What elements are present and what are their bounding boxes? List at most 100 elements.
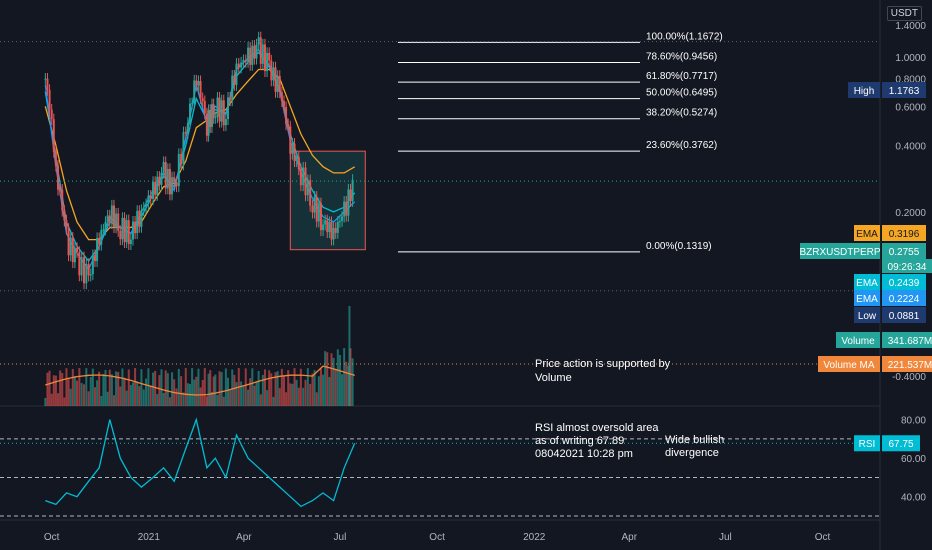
candle-body [76, 247, 79, 252]
badge-label: EMA [856, 278, 878, 289]
time-tick-label: 2021 [138, 532, 161, 543]
candle-body [110, 205, 113, 224]
consolidation-box[interactable] [289, 150, 366, 251]
candle-body [89, 274, 92, 276]
countdown-box [882, 259, 932, 273]
candle-body [313, 196, 316, 213]
volume-bar [76, 380, 79, 406]
volume-bar [216, 394, 219, 406]
candle-body [91, 255, 94, 275]
candle-body [160, 172, 163, 185]
volume-bars [44, 306, 355, 406]
candle-body [231, 75, 234, 101]
candle-body [123, 217, 126, 243]
volume-bar [255, 381, 258, 406]
volume-bar [156, 394, 159, 406]
candle-body [121, 217, 124, 240]
fib-level-label: 0.00%(0.1319) [646, 241, 712, 252]
volume-bar [233, 374, 236, 406]
badge-label: Volume MA [823, 360, 874, 371]
candle-body [282, 101, 285, 108]
candle-body [186, 122, 189, 133]
candle-body [136, 210, 139, 234]
candle-body [112, 205, 115, 228]
volume-bar [193, 379, 196, 406]
candle-body [108, 215, 111, 224]
time-tick-label: Oct [429, 532, 445, 543]
candle-body [311, 205, 314, 213]
volume-bar [257, 370, 260, 406]
candle-body [145, 204, 148, 208]
volume-bar [168, 397, 171, 406]
time-tick-label: Jul [334, 532, 347, 543]
volume-bar [117, 371, 120, 406]
volume-bar [203, 368, 206, 406]
candle-body [98, 237, 101, 245]
volume-bar [115, 371, 118, 406]
candle-body [278, 75, 281, 93]
badge-label-box [854, 435, 880, 452]
candle-body [289, 126, 292, 154]
fib-level-label: 38.20%(0.5274) [646, 108, 717, 119]
volume-bar [147, 368, 150, 406]
candle-body [304, 167, 307, 196]
candle-body [180, 153, 183, 165]
volume-bar [164, 370, 167, 406]
candle-body [276, 75, 279, 92]
candle-body [317, 203, 320, 222]
volume-bar [121, 368, 124, 406]
badge-value: 1.1763 [889, 86, 920, 97]
volume-badge: Volume 341.687M [836, 332, 932, 348]
volume-bar [328, 377, 331, 406]
price-tick-label: 0.8000 [895, 75, 926, 86]
currency-unit-label[interactable]: USDT [886, 6, 922, 21]
volume-bar [69, 388, 72, 406]
rsi-badge: RSI 67.75 [854, 435, 920, 452]
candle-body [201, 98, 204, 102]
ema-fast-badge: EMA 0.2224 [854, 290, 926, 306]
volume-bar [280, 368, 283, 406]
volume-bar [348, 306, 351, 406]
volume-bar [67, 379, 70, 406]
volume-bar [162, 393, 165, 406]
candle-body [270, 60, 273, 81]
candle-body [237, 63, 240, 68]
volume-bar [231, 369, 234, 406]
candle-body [328, 222, 331, 233]
badge-value-box [882, 82, 926, 98]
badge-value-box [882, 435, 920, 452]
candle-body [285, 107, 288, 125]
candle-body [166, 168, 169, 189]
candle-body [351, 179, 354, 201]
hidden-price-tick: -0.4000 [892, 372, 926, 383]
candle-body [59, 189, 62, 191]
volume-bar [91, 368, 94, 406]
time-tick-label: Oct [815, 532, 831, 543]
volume-bar [142, 389, 145, 406]
volume-bar [158, 375, 161, 406]
candle-body [69, 237, 72, 256]
fib-level-label: 61.80%(0.7717) [646, 71, 717, 82]
badge-value-box [882, 290, 926, 306]
volume-bar [166, 373, 169, 406]
reference-lines [0, 41, 880, 444]
high-badge: High 1.1763 [848, 82, 926, 98]
volume-bar [299, 368, 302, 406]
volume-bar [140, 369, 143, 406]
candle-body [315, 196, 318, 222]
time-scale[interactable]: Oct 2021 Apr Jul Oct 2022 Apr Jul Oct [44, 532, 831, 543]
badge-value: 0.2224 [889, 294, 920, 305]
volume-ma-line [45, 365, 355, 396]
candle-body [334, 227, 337, 233]
fibonacci-retracement[interactable]: 100.00%(1.1672) 78.60%(0.9456) 61.80%(0.77… [398, 31, 723, 253]
countdown-badge: 09:26:34 [882, 259, 932, 273]
volume-annotation-line1: Price action is supported by [535, 358, 671, 370]
price-scale[interactable]: 1.4000 1.0000 0.8000 0.6000 0.4000 0.2000 [895, 21, 926, 219]
candle-body [140, 209, 143, 227]
volume-bar [351, 358, 354, 406]
candle-body [50, 109, 53, 120]
candle-body [73, 247, 76, 263]
volume-bar [322, 374, 325, 406]
volume-bar [338, 355, 341, 406]
